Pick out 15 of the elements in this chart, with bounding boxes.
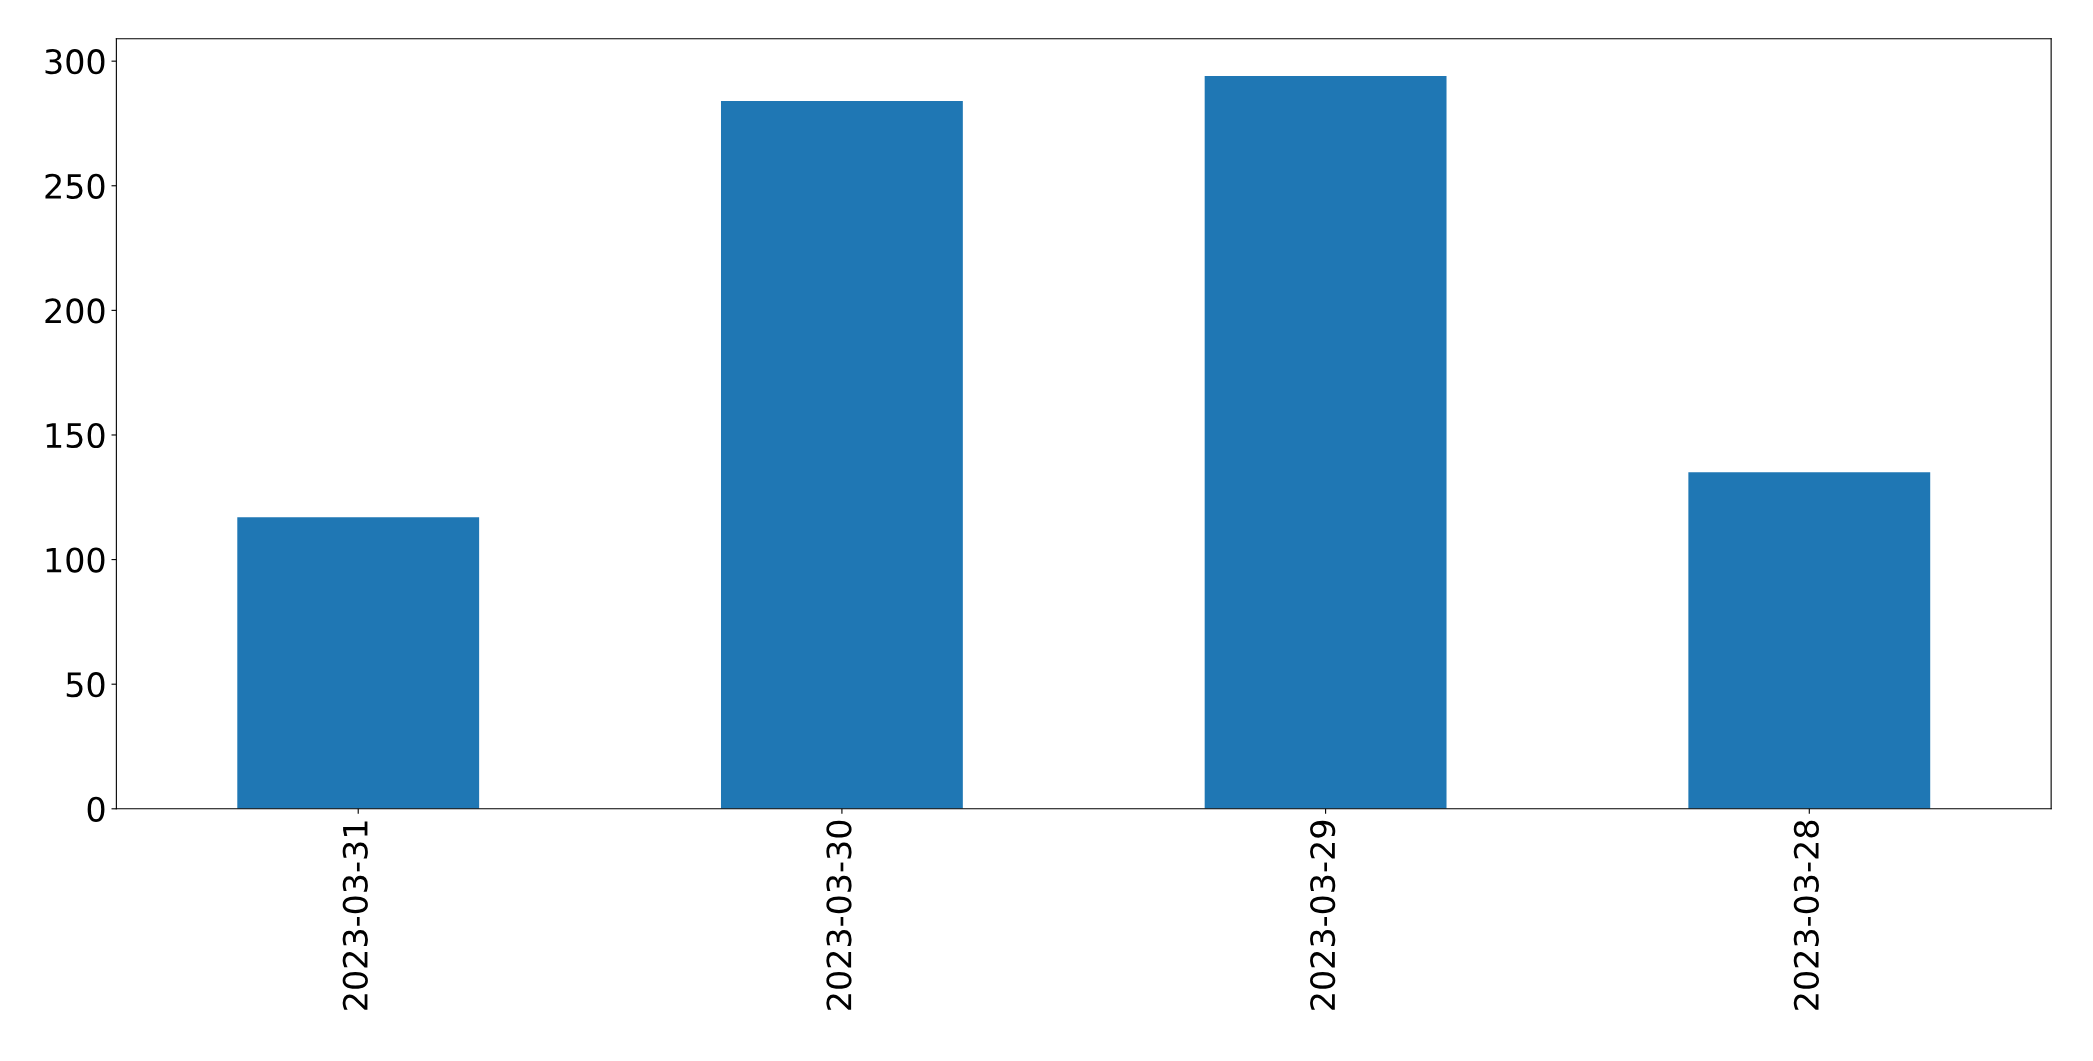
bar: [720, 101, 963, 809]
y-tick-label: 150: [46, 422, 105, 449]
bar: [1204, 76, 1447, 809]
x-tick-label: 2023-03-30: [826, 820, 852, 1010]
bar: [237, 517, 480, 809]
bar: [1688, 472, 1931, 809]
y-tick-label: 100: [46, 547, 105, 573]
x-tick-label: 2023-03-28: [1793, 820, 1819, 1010]
y-tick-label: 250: [45, 173, 105, 199]
x-tick-label: 2023-03-29: [1310, 820, 1336, 1010]
x-tick-label: 2023-03-31: [342, 821, 368, 1010]
y-tick-label: 300: [45, 49, 105, 75]
y-tick-label: 200: [45, 298, 105, 324]
y-tick-label: 0: [87, 796, 105, 822]
y-tick-label: 50: [66, 672, 105, 698]
